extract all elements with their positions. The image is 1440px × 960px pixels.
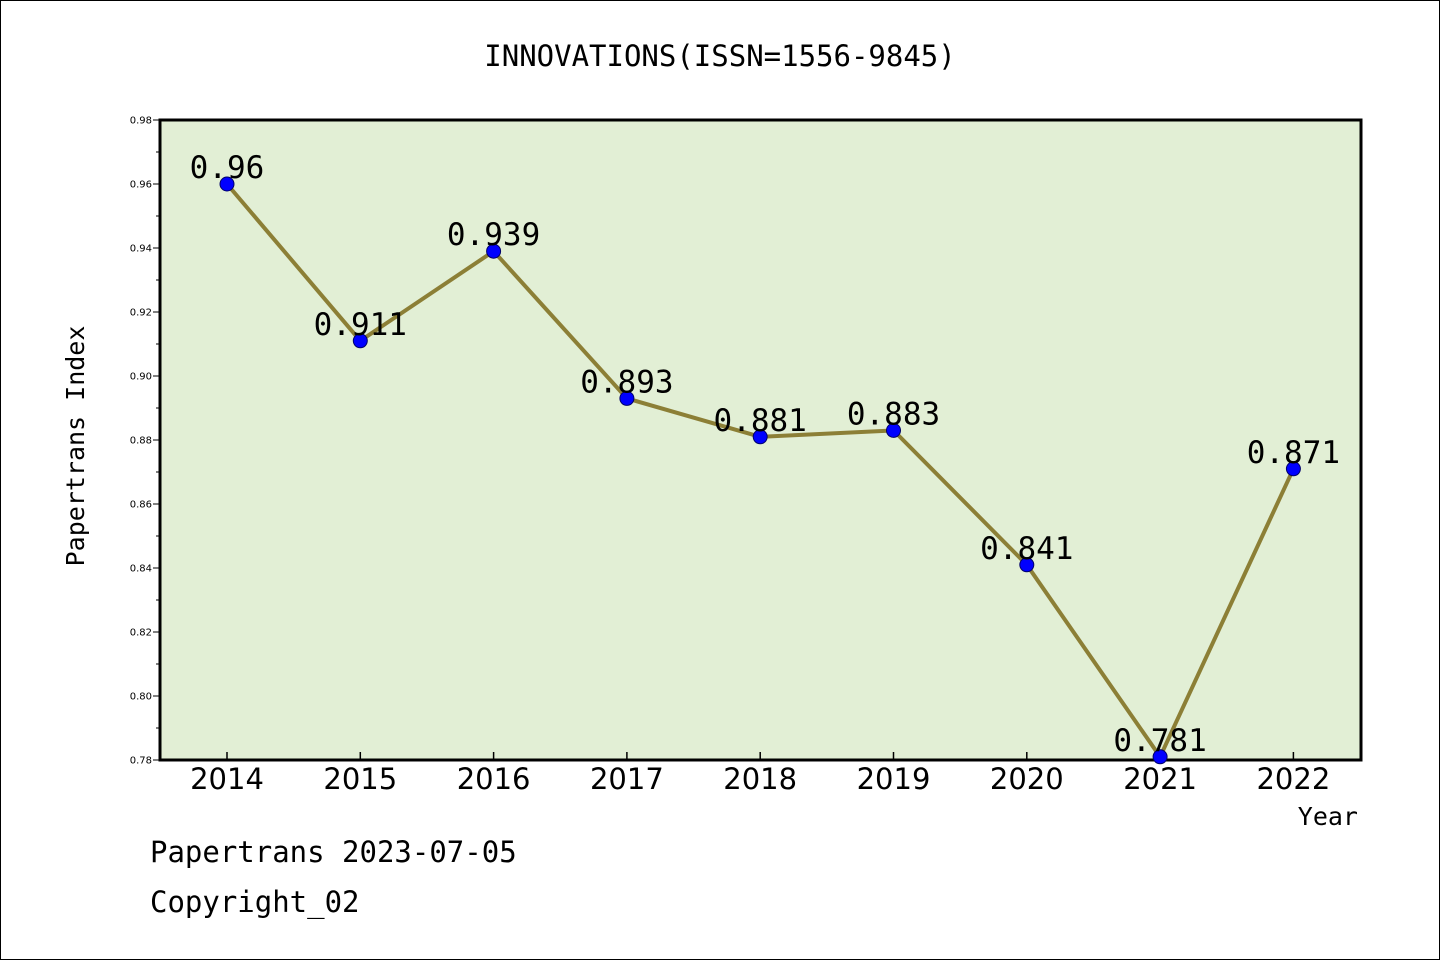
data-point (1019, 557, 1035, 573)
footer-date: Papertrans 2023-07-05 (150, 835, 517, 869)
x-tick-label: 2020 (990, 762, 1064, 796)
data-point (1285, 461, 1301, 477)
y-tick-label: 0.96 (130, 180, 152, 191)
y-tick-label: 0.84 (130, 564, 152, 575)
data-label: 0.883 (847, 396, 940, 432)
data-label: 0.871 (1247, 435, 1340, 471)
x-axis-label: Year (1298, 802, 1358, 831)
y-tick-label: 0.82 (130, 628, 152, 639)
y-tick-label: 0.90 (130, 372, 152, 383)
x-tick-label: 2018 (723, 762, 797, 796)
series-markers (219, 176, 1301, 765)
data-point (219, 176, 235, 192)
x-axis-ticks: 2014 2015 2016 2017 2018 2019 2020 2021 2022 (190, 752, 1330, 796)
chart-title: INNOVATIONS(ISSN=1556-9845) (484, 39, 955, 73)
y-tick-label: 0.78 (130, 756, 152, 767)
data-label: 0.893 (580, 364, 673, 400)
data-label: 0.939 (447, 217, 540, 253)
y-tick-label: 0.88 (130, 436, 152, 447)
x-tick-label: 2016 (457, 762, 531, 796)
x-tick-label: 2017 (590, 762, 664, 796)
y-axis-ticks: 0.78 0.80 0.82 0.84 0.86 0.88 0.90 0.92 0.94 0.96… (130, 116, 160, 767)
data-point (486, 243, 502, 259)
data-point (886, 422, 901, 438)
y-tick-label: 0.98 (130, 116, 152, 127)
data-point (1152, 749, 1168, 765)
y-tick-label: 0.92 (130, 308, 152, 319)
data-label: 0.96 (190, 150, 265, 186)
data-label: 0.841 (980, 531, 1073, 567)
data-label: 0.911 (314, 307, 407, 343)
data-label: 0.881 (714, 403, 807, 439)
data-point (752, 429, 768, 445)
y-axis-label: Papertrans Index (61, 326, 90, 567)
x-tick-label: 2019 (857, 762, 931, 796)
y-tick-label: 0.86 (130, 500, 152, 511)
x-tick-label: 2015 (323, 762, 397, 796)
data-point (352, 333, 368, 349)
x-tick-label: 2022 (1256, 762, 1330, 796)
x-tick-label: 2014 (190, 762, 264, 796)
x-tick-label: 2021 (1123, 762, 1197, 796)
plot-border (158, 118, 1363, 762)
data-label: 0.781 (1113, 723, 1206, 759)
y-tick-label: 0.80 (130, 692, 152, 703)
y-tick-label: 0.94 (130, 244, 152, 255)
data-point (619, 390, 635, 406)
footer-copyright: Copyright_02 (150, 885, 360, 919)
data-labels: 0.96 0.911 0.939 0.893 0.881 0.883 0.841 0.781 0… (190, 150, 1340, 759)
